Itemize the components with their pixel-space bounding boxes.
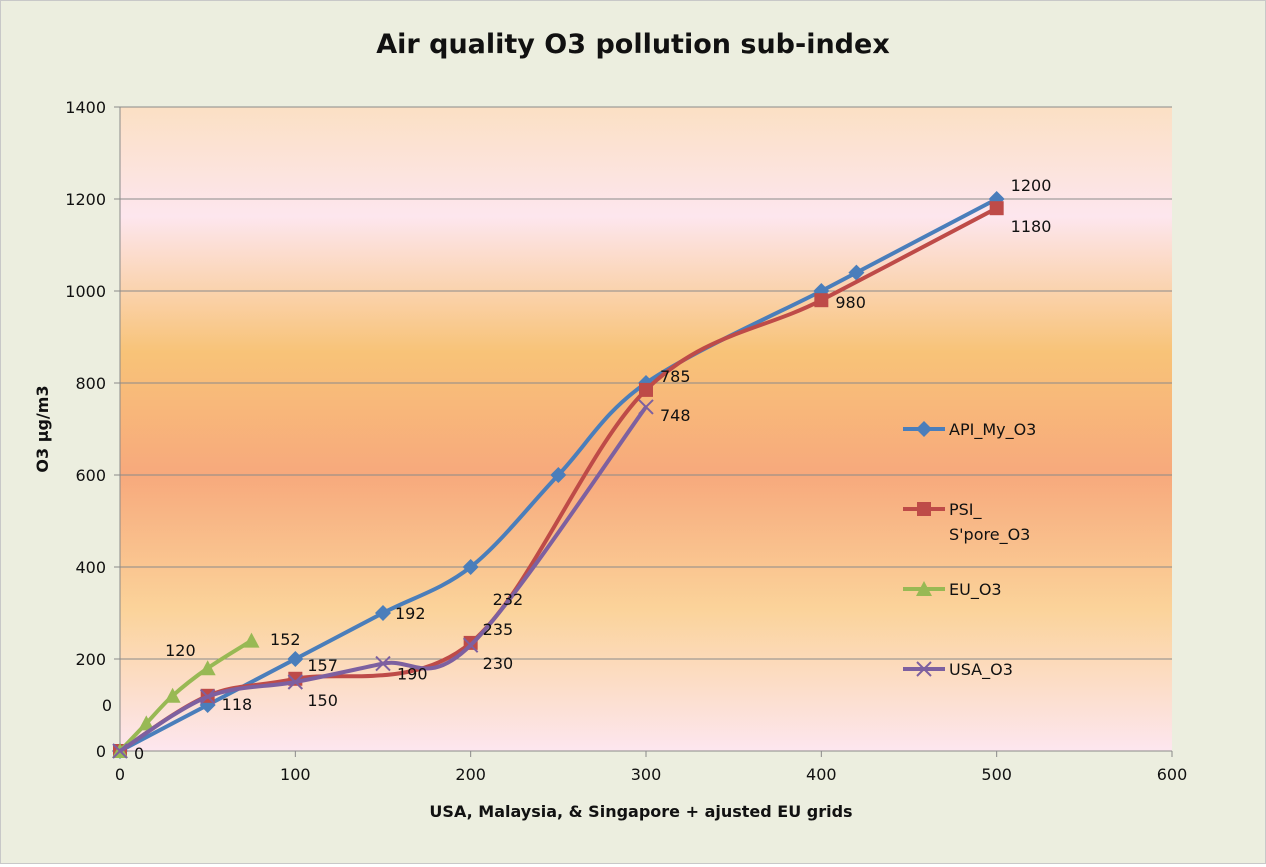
legend-item: API_My_O3 bbox=[903, 420, 1036, 440]
legend-label: PSI_ S'pore_O3 bbox=[949, 500, 1030, 545]
data-label: 0 bbox=[134, 744, 144, 763]
data-point bbox=[199, 660, 216, 676]
data-point bbox=[462, 637, 479, 653]
data-label: 748 bbox=[660, 406, 691, 425]
chart-title: Air quality O3 pollution sub-index bbox=[376, 29, 890, 60]
y-tick-label: 800 bbox=[75, 374, 106, 393]
data-label: 120 bbox=[165, 641, 196, 660]
data-label: 0 bbox=[102, 696, 112, 715]
legend-marker bbox=[916, 581, 932, 596]
legend-marker bbox=[917, 502, 931, 516]
legend-label: USA_O3 bbox=[949, 660, 1013, 680]
data-point bbox=[112, 743, 128, 759]
x-tick-label: 500 bbox=[981, 765, 1012, 784]
legend: API_My_O3 PSI_ S'pore_O3 EU_O3 USA_O3 bbox=[903, 420, 1036, 680]
data-point bbox=[639, 382, 653, 397]
y-tick-label: 1200 bbox=[65, 190, 106, 209]
series-usa-o3 bbox=[112, 399, 654, 759]
data-point bbox=[848, 264, 865, 281]
y-tick-label: 1400 bbox=[65, 98, 106, 117]
y-tick-label: 0 bbox=[96, 742, 106, 761]
series-eu-o3 bbox=[112, 632, 260, 758]
data-label: 190 bbox=[397, 665, 428, 684]
data-label: 157 bbox=[307, 656, 338, 675]
data-label: 230 bbox=[483, 654, 514, 673]
data-label: 232 bbox=[493, 590, 524, 609]
data-point bbox=[243, 632, 260, 648]
y-tick-label: 200 bbox=[75, 650, 106, 669]
legend-marker bbox=[916, 661, 932, 677]
legend-label: EU_O3 bbox=[949, 580, 1002, 600]
data-point bbox=[638, 399, 654, 415]
y-axis-label: O3 µg/m3 bbox=[33, 385, 52, 472]
x-axis-label: USA, Malaysia, & Singapore + ajusted EU … bbox=[429, 802, 852, 821]
data-point bbox=[375, 655, 391, 672]
data-point bbox=[199, 689, 216, 705]
x-tick-label: 100 bbox=[280, 765, 311, 784]
x-tick-label: 0 bbox=[115, 765, 125, 784]
x-tick-label: 400 bbox=[806, 765, 837, 784]
data-point bbox=[814, 293, 829, 308]
y-tick-label: 1000 bbox=[65, 282, 106, 301]
data-point bbox=[462, 559, 479, 575]
data-point bbox=[550, 467, 567, 483]
y-tick-label: 400 bbox=[75, 558, 106, 577]
legend-item: PSI_ S'pore_O3 bbox=[903, 500, 1030, 545]
x-tick-label: 600 bbox=[1157, 765, 1188, 784]
data-label: 192 bbox=[395, 604, 426, 623]
y-tick-label: 600 bbox=[75, 466, 106, 485]
legend-item: USA_O3 bbox=[903, 660, 1013, 680]
data-point bbox=[989, 201, 1004, 216]
data-label: 1180 bbox=[1011, 217, 1052, 236]
data-label: 785 bbox=[660, 367, 691, 386]
data-label: 980 bbox=[835, 293, 866, 312]
data-point bbox=[375, 605, 391, 621]
data-point bbox=[164, 687, 181, 703]
x-tick-label: 200 bbox=[455, 765, 486, 784]
x-tick-label: 300 bbox=[631, 765, 662, 784]
data-label: 1200 bbox=[1011, 176, 1052, 195]
data-point bbox=[287, 651, 304, 667]
data-label: 235 bbox=[483, 620, 514, 639]
data-label: 152 bbox=[270, 630, 301, 649]
legend-marker bbox=[916, 421, 932, 437]
legend-item: EU_O3 bbox=[903, 580, 1002, 600]
data-point bbox=[287, 674, 304, 690]
data-point bbox=[138, 715, 155, 731]
data-label: 118 bbox=[222, 695, 253, 714]
data-label: 150 bbox=[307, 691, 338, 710]
legend-label: API_My_O3 bbox=[949, 420, 1036, 440]
series-line bbox=[119, 197, 998, 753]
